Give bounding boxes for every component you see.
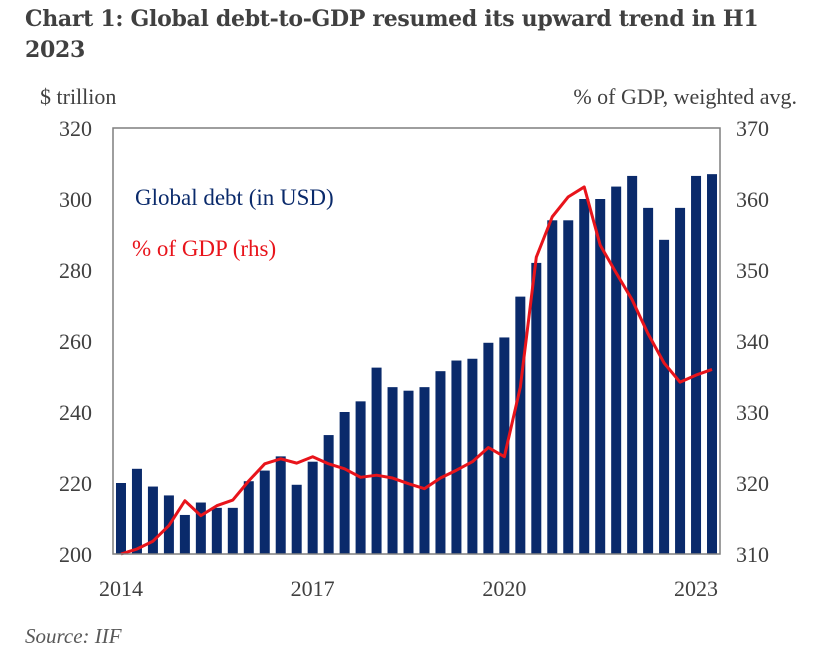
bar-2020Q2 xyxy=(515,296,526,554)
left-tick-label: 260 xyxy=(59,329,92,354)
source-note: Source: IIF xyxy=(25,624,122,648)
bar-2019Q2 xyxy=(451,360,462,554)
gdp-line xyxy=(120,185,713,556)
bar-2016Q3 xyxy=(275,456,286,554)
left-tick-label: 240 xyxy=(59,400,92,425)
bar-2022Q3 xyxy=(659,239,670,554)
left-axis-label: $ trillion xyxy=(40,84,116,109)
bar-2018Q1 xyxy=(371,367,382,554)
right-axis-label: % of GDP, weighted avg. xyxy=(573,84,797,109)
right-tick-label: 340 xyxy=(736,329,769,354)
right-tick-label: 310 xyxy=(736,542,769,567)
bar-2018Q4 xyxy=(419,387,430,554)
bar-2017Q1 xyxy=(307,461,318,554)
x-tick-label: 2014 xyxy=(99,576,143,601)
right-tick-label: 330 xyxy=(736,400,769,425)
bar-2020Q3 xyxy=(531,262,542,554)
right-tick-label: 350 xyxy=(736,258,769,283)
left-tick-label: 280 xyxy=(59,258,92,283)
bar-2017Q2 xyxy=(323,435,334,554)
bar-2023Q1 xyxy=(691,175,702,555)
bar-2021Q1 xyxy=(563,220,574,555)
x-tick-label: 2020 xyxy=(482,576,526,601)
chart-title: Chart 1: Global debt-to-GDP resumed its … xyxy=(25,6,759,32)
x-tick-label: 2023 xyxy=(674,576,718,601)
right-tick-label: 370 xyxy=(736,116,769,141)
bar-2016Q2 xyxy=(259,470,270,554)
bar-2021Q3 xyxy=(595,199,606,554)
bar-2016Q4 xyxy=(291,484,302,554)
bar-2020Q4 xyxy=(547,220,558,555)
legend-gdp: % of GDP (rhs) xyxy=(132,236,276,261)
bar-2021Q4 xyxy=(611,186,622,554)
bar-2015Q4 xyxy=(227,507,238,554)
bar-2014Q3 xyxy=(147,486,158,554)
bar-2018Q3 xyxy=(403,390,414,554)
left-tick-label: 300 xyxy=(59,187,92,212)
bar-2023Q2 xyxy=(707,174,718,554)
bar-2014Q1 xyxy=(115,483,126,554)
bar-2014Q2 xyxy=(131,468,142,554)
plot-frame xyxy=(112,127,721,555)
bar-2017Q3 xyxy=(339,412,350,554)
bar-2021Q2 xyxy=(579,199,590,554)
bar-2015Q3 xyxy=(211,507,222,554)
left-tick-label: 320 xyxy=(59,116,92,141)
bar-2019Q3 xyxy=(467,358,478,554)
bar-2020Q1 xyxy=(499,337,510,554)
right-tick-label: 360 xyxy=(736,187,769,212)
left-tick-label: 220 xyxy=(59,471,92,496)
bar-2016Q1 xyxy=(243,481,254,554)
bar-2018Q2 xyxy=(387,387,398,554)
left-tick-label: 200 xyxy=(59,542,92,567)
right-tick-label: 320 xyxy=(736,471,769,496)
bar-2019Q1 xyxy=(435,371,446,554)
chart-title-line2: 2023 xyxy=(25,37,86,63)
bar-2022Q1 xyxy=(627,175,638,555)
x-tick-label: 2017 xyxy=(291,576,335,601)
bar-2022Q2 xyxy=(643,207,654,554)
bar-2015Q1 xyxy=(179,514,190,554)
bar-2015Q2 xyxy=(195,502,206,554)
legend-debt: Global debt (in USD) xyxy=(135,185,334,210)
